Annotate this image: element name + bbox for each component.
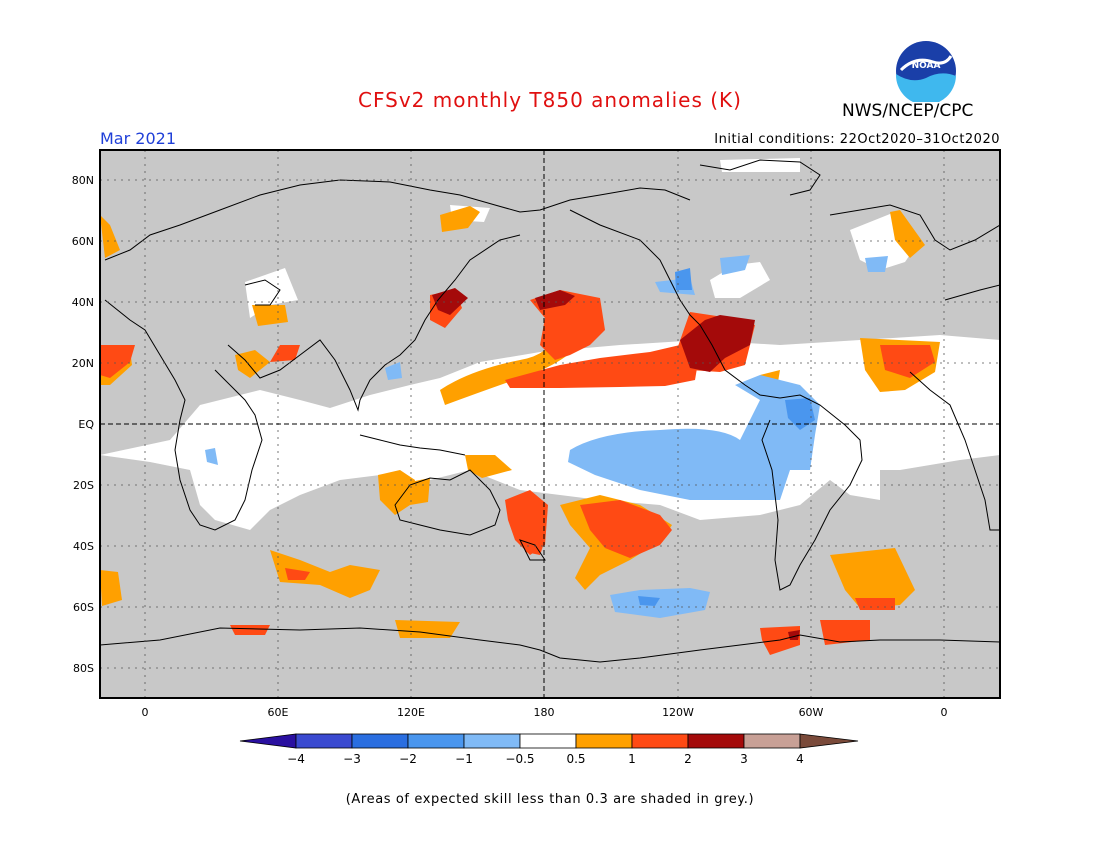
colorbar-cell <box>463 733 521 749</box>
forecast-month: Mar 2021 <box>100 129 176 148</box>
lat-label: 20N <box>72 357 94 370</box>
agency-label: NWS/NCEP/CPC <box>842 101 974 121</box>
colorbar-cell <box>631 733 689 749</box>
colorbar-cell <box>295 733 353 749</box>
colorbar-cell <box>407 733 465 749</box>
lon-label: 0 <box>941 706 948 719</box>
colorbar-cell <box>799 733 859 749</box>
lat-label: 20S <box>73 479 94 492</box>
colorbar-label: 0.5 <box>566 752 585 766</box>
lon-label: 60W <box>799 706 824 719</box>
colorbar-label: 4 <box>796 752 804 766</box>
map-frame <box>99 149 1001 699</box>
colorbar-label: 1 <box>628 752 636 766</box>
colorbar-cell <box>239 733 297 749</box>
colorbar-label: −1 <box>455 752 473 766</box>
latitude-axis: 80N 60N 40N 20N EQ 20S 40S 60S 80S <box>72 174 95 675</box>
colorbar-label: 2 <box>684 752 692 766</box>
map-title: CFSv2 monthly T850 anomalies (K) <box>358 88 742 112</box>
lat-label: 60S <box>73 601 94 614</box>
lat-label: 80S <box>73 662 94 675</box>
lon-label: 120E <box>397 706 425 719</box>
colorbar-labels: −4 −3 −2 −1 −0.5 0.5 1 2 3 4 <box>287 752 804 766</box>
lon-label: 60E <box>268 706 289 719</box>
colorbar-label: −3 <box>343 752 361 766</box>
coastlines <box>100 159 1000 663</box>
lat-label: EQ <box>78 418 94 431</box>
colorbar-cell <box>743 733 801 749</box>
colorbar-label: −2 <box>399 752 417 766</box>
colorbar-label: −0.5 <box>505 752 534 766</box>
map-field <box>100 150 1000 698</box>
colorbar <box>239 733 859 749</box>
skill-footnote: (Areas of expected skill less than 0.3 a… <box>345 792 755 807</box>
lat-label: 40S <box>73 540 94 553</box>
noaa-logo-icon: NOAA <box>895 41 956 102</box>
colorbar-label: 3 <box>740 752 748 766</box>
colorbar-cell <box>519 733 577 749</box>
colorbar-cell <box>351 733 409 749</box>
colorbar-cell <box>575 733 633 749</box>
lon-label: 0 <box>142 706 149 719</box>
cool-anomaly-medium <box>638 268 815 606</box>
lat-label: 60N <box>72 235 94 248</box>
lon-label: 120W <box>662 706 694 719</box>
longitude-axis: 0 60E 120E 180 120W 60W 0 <box>142 706 948 719</box>
initial-conditions: Initial conditions: 22Oct2020–31Oct2020 <box>714 132 1000 147</box>
lon-label: 180 <box>534 706 555 719</box>
lat-label: 40N <box>72 296 94 309</box>
colorbar-label: −4 <box>287 752 305 766</box>
lat-label: 80N <box>72 174 94 187</box>
svg-text:NOAA: NOAA <box>912 61 941 71</box>
equator-dateline <box>100 150 1000 698</box>
colorbar-cell <box>687 733 745 749</box>
